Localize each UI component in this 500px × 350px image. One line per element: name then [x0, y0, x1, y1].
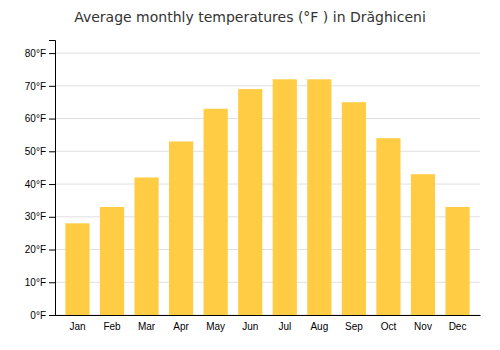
tick: Apr — [173, 321, 189, 332]
tick-label: Apr — [173, 321, 189, 332]
tick-label: Sep — [345, 321, 363, 332]
tick-label: 0°F — [30, 310, 46, 321]
axis-line — [49, 41, 56, 316]
tick-mark — [49, 151, 55, 152]
bar — [204, 109, 228, 315]
bar — [445, 207, 469, 315]
tick: 10°F — [25, 277, 55, 288]
bar — [238, 89, 262, 315]
tick-label: Jul — [278, 321, 291, 332]
tick: Nov — [414, 321, 432, 332]
tick-mark — [49, 119, 55, 120]
bar — [376, 138, 400, 315]
bar — [273, 79, 297, 315]
tick: Jun — [242, 321, 258, 332]
axis-line — [56, 315, 481, 316]
tick: Jan — [69, 321, 85, 332]
tick: Mar — [138, 321, 156, 332]
tick-label: 20°F — [25, 244, 46, 255]
grid-line — [55, 53, 480, 54]
tick-label: 80°F — [25, 48, 46, 59]
tick-label: Oct — [381, 321, 397, 332]
tick: Feb — [103, 321, 121, 332]
tick-mark — [49, 250, 55, 251]
tick-label: Dec — [449, 321, 467, 332]
tick: Jul — [278, 321, 291, 332]
grid-line — [55, 85, 480, 86]
bar — [100, 207, 124, 315]
tick-label: 10°F — [25, 277, 46, 288]
tick-label: May — [206, 321, 225, 332]
tick-mark — [49, 184, 55, 185]
x-axis: Jan Feb Mar Apr May Jun Jul Aug Sep Oct Nov Dec — [56, 316, 481, 333]
title: Average monthly temperatures (°F ) in Dr… — [74, 9, 426, 25]
grid-line — [55, 151, 480, 152]
tick-label: Mar — [138, 321, 156, 332]
bar — [134, 178, 158, 316]
tick-label: 30°F — [25, 211, 46, 222]
plot: 0°F 10°F 20°F 30°F 40°F 50°F 60°F 70°F 80°F Jan Fe… — [25, 41, 481, 333]
tick: 80°F — [25, 48, 55, 59]
tick: Oct — [381, 321, 397, 332]
tick: Sep — [345, 321, 363, 332]
tick: 40°F — [25, 179, 55, 190]
tick-label: Jun — [242, 321, 258, 332]
tick-label: 60°F — [25, 113, 46, 124]
tick-label: Nov — [414, 321, 432, 332]
grid — [55, 53, 480, 315]
bar — [342, 102, 366, 315]
bar — [307, 79, 331, 315]
tick: 70°F — [25, 81, 55, 92]
chart: 0°F 10°F 20°F 30°F 40°F 50°F 60°F 70°F 80°F Jan Fe… — [0, 0, 500, 350]
y-axis: 0°F 10°F 20°F 30°F 40°F 50°F 60°F 70°F 80°F — [25, 41, 56, 321]
tick-mark — [49, 86, 55, 87]
tick: Dec — [449, 321, 467, 332]
tick: 30°F — [25, 211, 55, 222]
tick-label: Feb — [103, 321, 121, 332]
grid-line — [55, 118, 480, 119]
tick-label: 40°F — [25, 179, 46, 190]
tick: Aug — [310, 321, 328, 332]
tick: 20°F — [25, 244, 55, 255]
bar — [65, 223, 89, 315]
tick-mark — [49, 282, 55, 283]
bars — [65, 79, 469, 315]
tick: 0°F — [30, 310, 55, 321]
tick-mark — [49, 217, 55, 218]
bar — [411, 174, 435, 315]
tick-mark — [49, 315, 55, 316]
tick-mark — [49, 53, 55, 54]
tick-label: 70°F — [25, 81, 46, 92]
tick-label: Aug — [310, 321, 328, 332]
tick: 60°F — [25, 113, 55, 124]
bar — [169, 141, 193, 315]
tick: 50°F — [25, 146, 55, 157]
tick: May — [206, 321, 225, 332]
tick-label: Jan — [69, 321, 85, 332]
tick-label: 50°F — [25, 146, 46, 157]
